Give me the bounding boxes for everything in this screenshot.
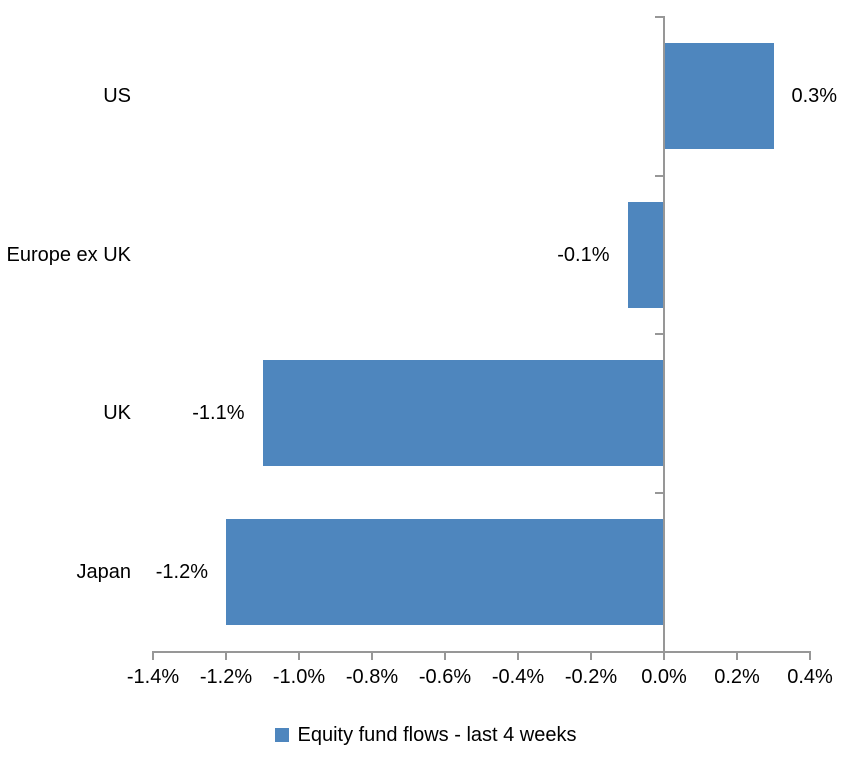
x-axis-tick — [736, 651, 738, 660]
x-axis-tick — [663, 651, 665, 660]
x-axis-tick-label: -1.2% — [199, 666, 253, 688]
category-label-uk: UK — [103, 402, 131, 425]
category-label-japan: Japan — [76, 560, 132, 583]
y-axis-tick — [655, 16, 664, 18]
legend-label: Equity fund flows - last 4 weeks — [297, 724, 577, 746]
x-axis-tick — [371, 651, 373, 660]
x-axis-tick-label: -0.8% — [345, 666, 399, 688]
data-label-us: 0.3% — [791, 85, 838, 108]
x-axis-tick — [225, 651, 227, 660]
data-label-uk: -1.1% — [192, 402, 245, 425]
x-axis-line — [152, 651, 811, 653]
y-axis-line — [663, 16, 665, 653]
x-axis-tick — [809, 651, 811, 660]
x-axis-tick — [152, 651, 154, 660]
bar-uk — [262, 360, 664, 467]
x-axis-tick-label: 0.4% — [787, 666, 833, 688]
x-axis-tick — [517, 651, 519, 660]
bar-us — [664, 43, 774, 150]
y-axis-tick — [655, 333, 664, 335]
x-axis-tick — [298, 651, 300, 660]
x-axis-tick-label: -0.4% — [491, 666, 545, 688]
legend: Equity fund flows - last 4 weeks — [0, 720, 852, 750]
bar-europe-ex-uk — [627, 201, 664, 308]
data-label-japan: -1.2% — [155, 560, 208, 583]
data-label-europe-ex-uk: -0.1% — [557, 243, 610, 266]
y-axis-tick — [655, 491, 664, 494]
x-axis-tick-label: -0.6% — [418, 666, 472, 688]
x-axis-tick-label: -0.2% — [564, 666, 618, 688]
legend-swatch-icon — [275, 728, 290, 742]
x-axis-tick-label: 0.0% — [641, 666, 687, 688]
x-axis-tick-label: -1.4% — [126, 666, 180, 688]
x-axis-tick — [444, 651, 446, 660]
y-axis-tick — [655, 174, 664, 177]
x-axis-tick-label: 0.2% — [714, 666, 760, 688]
x-axis-tick-label: -1.0% — [272, 666, 326, 688]
x-axis-tick — [590, 651, 592, 660]
category-label-europe-ex-uk: Europe ex UK — [6, 243, 131, 266]
category-label-us: US — [103, 85, 131, 108]
bar-japan — [226, 518, 664, 625]
